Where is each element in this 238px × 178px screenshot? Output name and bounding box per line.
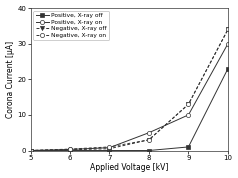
Positive, X-ray on xyxy=(29,150,32,152)
Line: Positive, X-ray off: Positive, X-ray off xyxy=(28,67,230,153)
Positive, X-ray on xyxy=(69,148,71,151)
Negative, X-ray off xyxy=(227,28,229,30)
Negative, X-ray on xyxy=(187,103,190,105)
Line: Negative, X-ray on: Negative, X-ray on xyxy=(28,27,230,153)
Positive, X-ray off xyxy=(148,150,150,152)
X-axis label: Applied Voltage [kV]: Applied Voltage [kV] xyxy=(90,163,169,172)
Positive, X-ray off xyxy=(108,150,111,152)
Negative, X-ray on xyxy=(29,150,32,152)
Positive, X-ray on xyxy=(108,147,111,149)
Positive, X-ray on xyxy=(148,132,150,134)
Positive, X-ray off xyxy=(29,150,32,152)
Positive, X-ray off xyxy=(69,150,71,152)
Line: Positive, X-ray on: Positive, X-ray on xyxy=(28,42,230,153)
Positive, X-ray off xyxy=(187,146,190,148)
Negative, X-ray off xyxy=(108,148,111,150)
Positive, X-ray on xyxy=(187,114,190,116)
Negative, X-ray off xyxy=(69,149,71,151)
Positive, X-ray off xyxy=(227,67,229,70)
Negative, X-ray on xyxy=(148,139,150,141)
Positive, X-ray on xyxy=(227,43,229,45)
Negative, X-ray off xyxy=(29,150,32,152)
Line: Negative, X-ray off: Negative, X-ray off xyxy=(28,27,230,153)
Y-axis label: Corona Current [μA]: Corona Current [μA] xyxy=(5,41,15,118)
Negative, X-ray on xyxy=(227,28,229,30)
Negative, X-ray off xyxy=(148,139,150,141)
Negative, X-ray off xyxy=(187,103,190,105)
Legend: Positive, X-ray off, Positive, X-ray on, Negative, X-ray off, Negative, X-ray on: Positive, X-ray off, Positive, X-ray on,… xyxy=(33,11,109,40)
Negative, X-ray on xyxy=(69,148,71,150)
Negative, X-ray on xyxy=(108,146,111,148)
